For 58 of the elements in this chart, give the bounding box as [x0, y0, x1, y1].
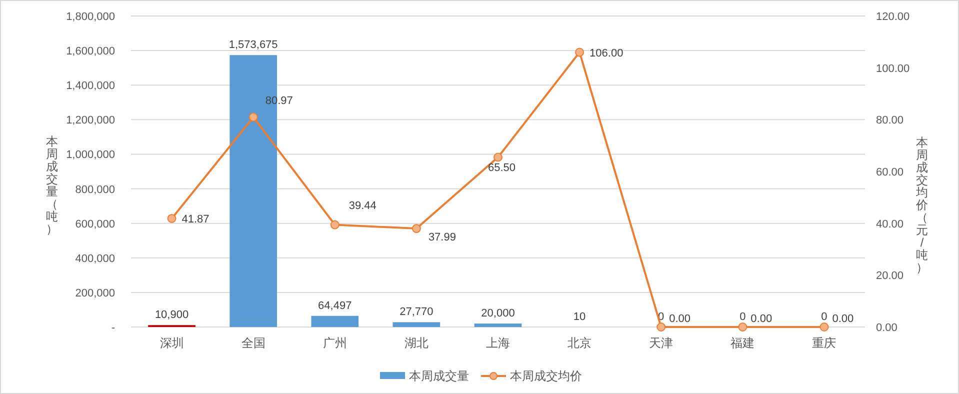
x-tick-label: 重庆 [812, 336, 836, 350]
point [494, 152, 502, 162]
x-tick-label: 广州 [322, 336, 347, 350]
point [248, 112, 258, 122]
point [738, 322, 748, 332]
y2-tick-label: 100.00 [876, 62, 910, 75]
y-tick-label: 1,000,000 [66, 149, 115, 162]
data-label: 64,497 [318, 300, 352, 312]
bar [474, 324, 522, 327]
y2-tick-label: 20.00 [876, 270, 904, 282]
data-label: 1,573,675 [228, 39, 278, 52]
y2-tick-label: 60.00 [876, 166, 904, 178]
data-label: 0.00 [832, 313, 854, 325]
bar [392, 322, 440, 327]
data-label: 0 [821, 311, 828, 323]
y-tick-label: 800,000 [75, 184, 115, 196]
data-label: 37.99 [428, 232, 456, 244]
data-label: 0.00 [750, 313, 772, 325]
data-label: 65.50 [488, 162, 516, 174]
y-axis-title: 本周成交量（吨） [46, 134, 58, 236]
data-label: 10 [573, 311, 586, 323]
y-tick-label: 1,800,000 [66, 11, 115, 23]
y-tick-label: 1,400,000 [66, 80, 115, 92]
data-label: 39.44 [348, 200, 376, 212]
y2-tick-label: 40.00 [876, 218, 904, 230]
data-label: 41.87 [182, 213, 210, 226]
data-label: 0.00 [669, 313, 691, 325]
x-tick-label: 北京 [568, 336, 592, 350]
point [167, 214, 176, 223]
y-tick-label: 200,000 [75, 287, 115, 300]
y-tick-label: - [111, 322, 116, 334]
data-label: 27,770 [400, 306, 434, 318]
data-label: 0 [740, 311, 746, 323]
point [656, 322, 666, 332]
text: 本周成交均价（元/吨） [916, 136, 928, 274]
x-tick-label: 上海 [486, 336, 510, 350]
data-label: 106.00 [590, 47, 624, 60]
x-tick-label: 湖北 [404, 336, 428, 350]
y-tick-label: 400,000 [75, 252, 115, 265]
data-label: 20,000 [481, 308, 515, 320]
y-tick-label: 1,600,000 [66, 46, 115, 58]
y2-tick-label: 120.00 [876, 11, 910, 23]
legend-label: 本周成交均价 [510, 369, 582, 383]
y-tick-label: 1,200,000 [66, 114, 115, 127]
bar [311, 316, 359, 327]
point [820, 322, 829, 332]
x-tick-label: 福建 [730, 336, 755, 350]
data-label: 10,900 [154, 309, 189, 322]
point [412, 224, 421, 234]
x-tick-label: 深圳 [160, 336, 184, 350]
x-tick-label: 天津 [649, 336, 674, 350]
point [330, 220, 340, 230]
y2-tick-label: 0.00 [876, 322, 898, 334]
y2-tick-label: 80.00 [876, 114, 904, 127]
y-tick-label: 600,000 [75, 218, 115, 230]
point [575, 48, 584, 57]
legend-label: 本周成交量 [409, 369, 469, 383]
x-tick-label: 全国 [241, 336, 266, 350]
